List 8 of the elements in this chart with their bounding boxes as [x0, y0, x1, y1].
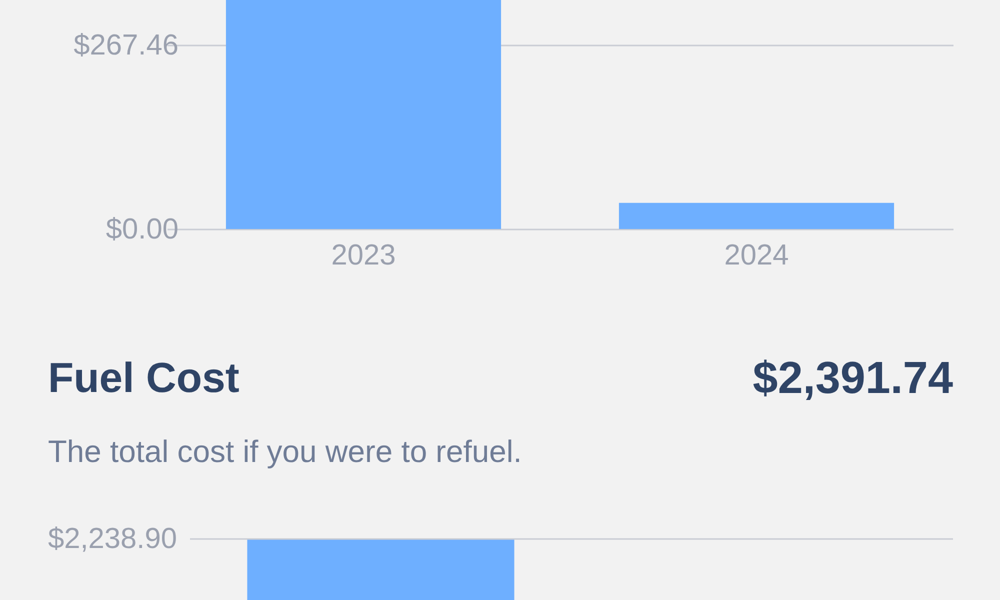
- text: $2,391.74: [752, 352, 953, 403]
- y-tick-label: $0.00: [106, 214, 178, 246]
- x-tick-label: 2023: [331, 240, 396, 272]
- chart-subtitle: The total cost if you were to refuel.: [48, 434, 522, 469]
- chart-title: Fuel Cost: [48, 354, 240, 401]
- annotation: $2,238.90: [48, 523, 177, 555]
- y-tick-label: $267.46: [74, 30, 178, 62]
- x-tick-label: 2024: [724, 240, 789, 272]
